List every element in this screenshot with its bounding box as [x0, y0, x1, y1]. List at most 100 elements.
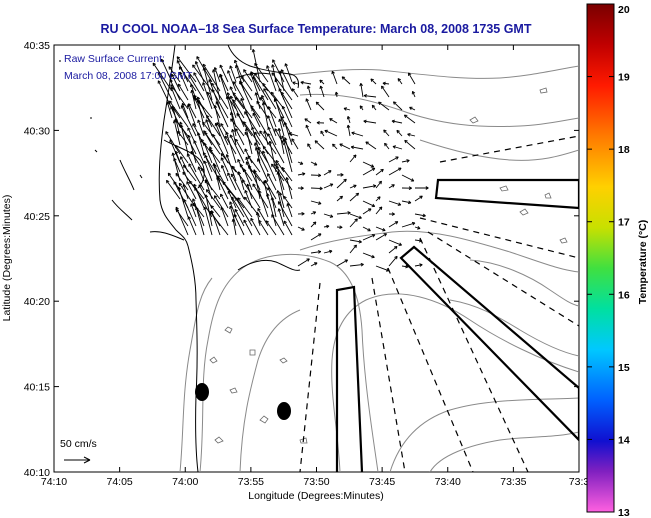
current-vector: [310, 262, 318, 267]
current-vector: [275, 165, 293, 191]
x-axis: 74:10 74:05 74:00 73:55 73:50 73:45 73:40 73:35…: [41, 45, 589, 488]
current-vector: [304, 118, 312, 124]
current-vector: [388, 239, 402, 246]
current-vector: [375, 226, 386, 232]
current-vector: [196, 96, 213, 128]
current-vector: [211, 82, 229, 110]
current-vector: [180, 124, 197, 155]
current-vector: [362, 234, 376, 241]
current-vector: [270, 91, 285, 110]
current-vector: [292, 81, 299, 85]
x-axis-label: Longitude (Degrees:Minutes): [248, 490, 383, 502]
current-vector: [306, 85, 312, 98]
current-vector: [166, 101, 173, 119]
current-vector: [243, 69, 253, 83]
current-vector: [203, 206, 213, 236]
current-vector: [266, 65, 277, 92]
x-tick-label: 73:45: [369, 476, 395, 488]
x-tick-label: 74:05: [106, 476, 132, 488]
current-vector: [277, 128, 285, 155]
current-vector: [231, 129, 237, 146]
current-vector: [234, 208, 245, 227]
current-vector: [192, 198, 205, 227]
current-vector: [365, 141, 377, 150]
current-vector: [414, 263, 423, 267]
current-vector: [310, 200, 322, 205]
current-vector: [343, 107, 351, 111]
current-vector: [247, 155, 261, 173]
colorbar-tick-label: 17: [618, 217, 630, 229]
current-vector: [359, 83, 364, 98]
current-vector: [286, 203, 293, 218]
current-vector: [186, 153, 197, 173]
current-vector: [157, 80, 173, 110]
current-vector: [267, 126, 277, 146]
bathymetry-contours: [179, 65, 579, 472]
current-vector: [323, 183, 334, 189]
current-vector: [215, 101, 229, 128]
current-vector: [346, 116, 351, 124]
current-vector: [254, 62, 269, 83]
current-vector: [263, 88, 277, 110]
current-vector: [268, 140, 277, 173]
current-vector: [278, 192, 285, 209]
current-vector: [188, 74, 205, 101]
current-vector: [242, 168, 253, 191]
current-vector: [254, 92, 261, 110]
current-vector: [206, 115, 221, 137]
y-tick-label: 40:35: [24, 40, 50, 52]
current-vector: [193, 140, 205, 164]
current-vector: [341, 76, 351, 85]
current-vector: [188, 163, 205, 191]
current-vector: [152, 62, 173, 92]
current-vector: [375, 206, 383, 215]
x-tick-label: 74:10: [41, 476, 67, 488]
current-vector: [284, 63, 293, 83]
current-vector: [235, 197, 253, 227]
y-tick-label: 40:20: [24, 296, 50, 308]
current-vector: [403, 114, 416, 124]
current-vector: [300, 80, 312, 85]
current-vector: [231, 218, 237, 236]
colorbar-tick-label: 19: [618, 72, 630, 84]
current-vector: [171, 73, 181, 92]
colorbar-tick-label: 15: [618, 362, 630, 374]
current-vector: [169, 139, 181, 164]
current-vector: [363, 119, 377, 124]
current-vector: [258, 219, 269, 236]
current-vector: [220, 193, 229, 209]
current-vector: [280, 69, 293, 92]
current-vector: [230, 118, 245, 137]
current-vector: [392, 145, 403, 150]
current-vector: [187, 134, 197, 164]
current-vector: [336, 211, 351, 215]
current-vector: [197, 119, 205, 137]
current-vector: [409, 106, 416, 111]
current-vector: [170, 84, 189, 110]
scale-label: 50 cm/s: [60, 438, 97, 450]
current-vector: [197, 166, 205, 182]
current-vector: [276, 171, 285, 200]
current-vector: [351, 131, 364, 137]
current-vector: [329, 118, 338, 124]
current-vector: [362, 161, 375, 168]
current-vector: [196, 132, 205, 155]
current-vector: [401, 221, 416, 228]
current-vector: [375, 233, 387, 241]
current-vector: [258, 190, 269, 218]
current-vector: [250, 71, 269, 101]
current-vector: [414, 195, 423, 202]
current-vector: [285, 177, 293, 200]
current-vector: [316, 120, 325, 125]
current-vector: [349, 192, 360, 202]
current-vector: [350, 145, 364, 150]
current-vector: [407, 132, 416, 137]
colorbar-tick-label: 18: [618, 144, 630, 156]
current-vector: [234, 59, 245, 83]
y-tick-label: 40:25: [24, 211, 50, 223]
current-vector: [227, 172, 237, 191]
current-vector: [297, 161, 304, 165]
current-vector: [209, 211, 229, 236]
current-vector: [177, 83, 189, 101]
current-vector: [401, 174, 415, 182]
